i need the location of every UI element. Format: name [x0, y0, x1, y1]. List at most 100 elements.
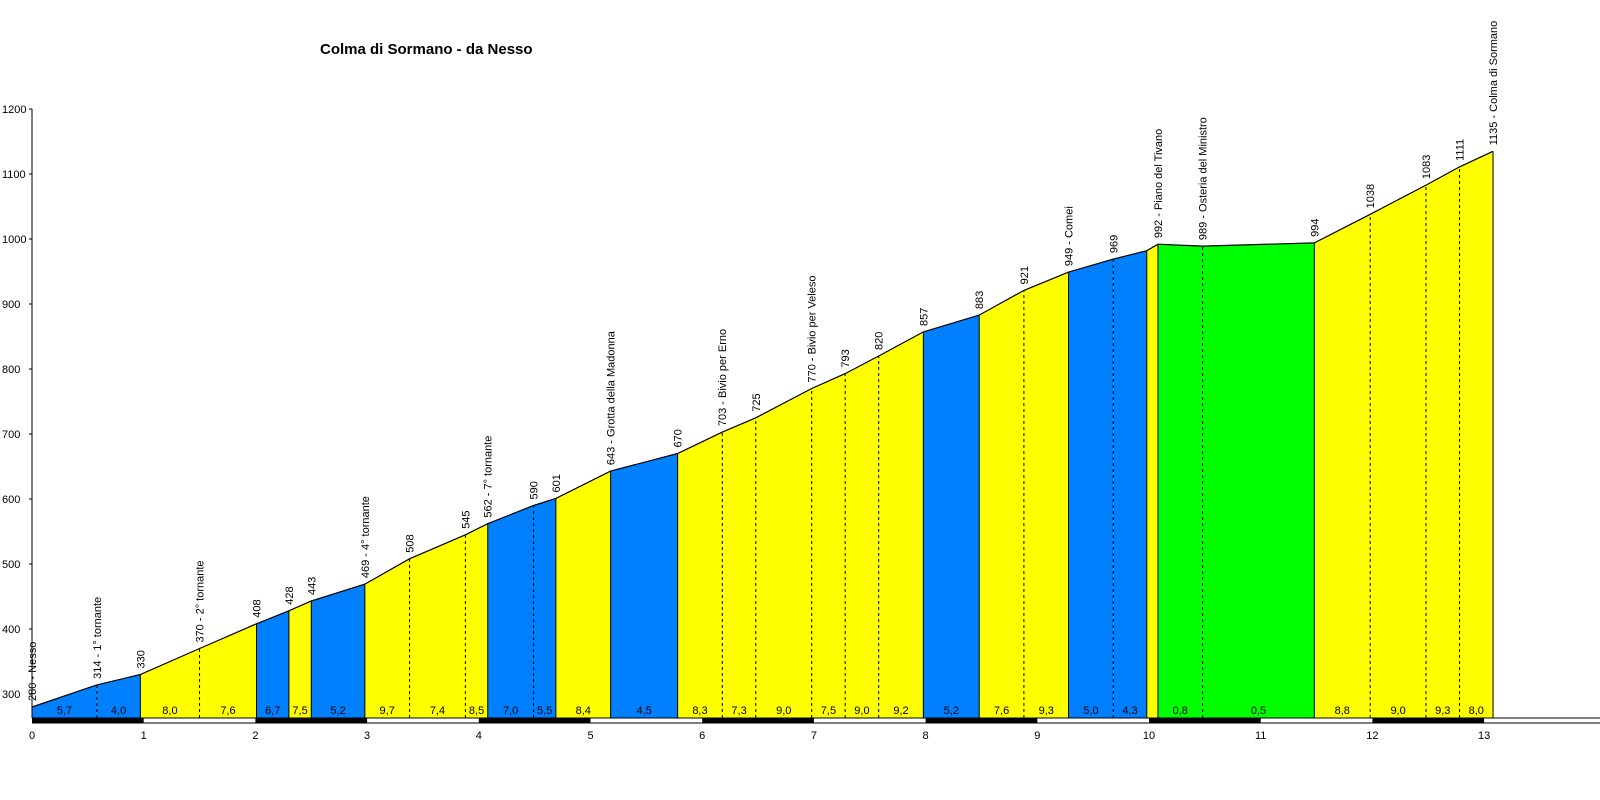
point-label-24: 969: [1108, 235, 1120, 253]
segment-fill-26: [1157, 244, 1203, 718]
segment-fill-14: [677, 432, 723, 718]
scale-block: [1093, 718, 1150, 723]
point-label-25: 992 - Piano del Tivano: [1153, 129, 1165, 238]
x-tick-label: 9: [1034, 730, 1040, 742]
grade-label-5: 7,5: [292, 705, 307, 717]
point-label-11: 590: [529, 481, 541, 499]
point-label-4: 408: [252, 599, 264, 617]
x-tick-label: 12: [1366, 730, 1378, 742]
grade-label-17: 7,5: [821, 705, 836, 717]
segment-fill-27: [1202, 242, 1315, 718]
point-label-8: 508: [405, 534, 417, 552]
segment-fill-5: [288, 601, 312, 718]
y-tick-label: 700: [2, 429, 20, 441]
point-label-30: 1111: [1454, 139, 1466, 161]
scale-block: [478, 718, 536, 723]
scale-block: [534, 718, 591, 723]
scale-block: [1539, 718, 1597, 723]
grade-label-18: 9,0: [854, 705, 869, 717]
point-label-10: 562 - 7° tornante: [483, 436, 495, 518]
segment-fill-22: [1023, 272, 1069, 718]
segment-fill-25: [1146, 244, 1158, 718]
segment-grade-labels: 5,7 4,0 8,0 7,6 6,7 7,5 5,2 9,7 7,4 8,5 7,0 5,5 8,4 4…: [57, 705, 1484, 717]
x-tick-label: 2: [252, 730, 258, 742]
profile-outline: [31, 150, 1494, 718]
segment-fill-2: [140, 648, 200, 718]
scale-block: [422, 718, 480, 723]
point-label-9: 545: [460, 510, 472, 528]
scale-block: [925, 718, 982, 723]
scale-block: [32, 718, 89, 723]
segment-fill-31: [1459, 151, 1493, 719]
scale-block: [367, 718, 424, 723]
y-tick-label: 1000: [2, 234, 26, 246]
point-label-14: 670: [673, 429, 685, 447]
segment-fill-6: [311, 584, 365, 718]
segment-fill-10: [487, 505, 534, 718]
km-scale-bar: [32, 717, 1600, 724]
segment-fill-19: [878, 331, 924, 718]
segment-fill-8: [409, 534, 466, 718]
point-label-2: 330: [135, 650, 147, 668]
scale-block: [981, 718, 1038, 723]
segment-fill-29: [1370, 185, 1426, 719]
scale-block: [1484, 718, 1541, 723]
scale-block: [590, 718, 647, 723]
scale-block: [199, 718, 256, 723]
scale-block: [87, 718, 145, 723]
grade-label-24: 4,3: [1122, 705, 1137, 717]
point-label-26: 989 - Osteria del Ministro: [1198, 117, 1210, 240]
point-label-21: 883: [974, 291, 986, 309]
grade-label-12: 8,4: [576, 705, 591, 717]
grade-label-3: 7,6: [220, 705, 235, 717]
grade-label-13: 4,5: [636, 705, 651, 717]
point-label-16: 725: [751, 393, 763, 411]
point-label-28: 1038: [1365, 184, 1377, 208]
y-tick-label: 1100: [2, 169, 26, 181]
point-label-23: 949 - Comei: [1064, 206, 1076, 266]
segment-fill-16: [755, 388, 812, 718]
grade-label-8: 7,4: [430, 705, 445, 717]
point-label-19: 820: [874, 332, 886, 350]
scale-block: [311, 718, 368, 723]
segment-fill-4: [256, 610, 289, 718]
grade-label-9: 8,5: [469, 705, 484, 717]
point-label-17: 770 - Bivio per Veleso: [807, 276, 819, 383]
point-label-22: 921: [1019, 266, 1031, 284]
grade-label-31: 8,0: [1469, 705, 1484, 717]
grade-label-2: 8,0: [162, 705, 177, 717]
segment-fill-30: [1426, 166, 1460, 718]
x-tick-label: 5: [587, 730, 593, 742]
x-tick-label: 10: [1143, 730, 1155, 742]
point-label-7: 469 - 4° tornante: [360, 496, 372, 578]
x-tick-label: 8: [923, 730, 929, 742]
segment-fill-0: [32, 684, 97, 718]
profile-line: [31, 150, 1494, 708]
point-label-6: 443: [306, 577, 318, 595]
scale-block: [813, 718, 871, 723]
chart-title: Colma di Sormano - da Nesso: [320, 41, 533, 58]
scale-block: [1316, 718, 1373, 723]
x-tick-label: 1: [141, 730, 147, 742]
segment-fill-3: [199, 623, 257, 718]
point-label-27: 994: [1309, 219, 1321, 237]
segment-fill-12: [555, 471, 611, 718]
y-tick-label: 900: [2, 299, 20, 311]
point-label-29: 1083: [1421, 155, 1433, 179]
scale-block: [758, 718, 815, 723]
point-label-5: 428: [284, 586, 296, 604]
scale-block: [255, 718, 312, 723]
point-label-15: 703 - Bivio per Erno: [717, 329, 729, 426]
y-tick-label: 600: [2, 494, 20, 506]
segment-fill-1: [96, 674, 141, 718]
scale-block: [1260, 718, 1318, 723]
point-label-12: 601: [551, 474, 563, 492]
grade-label-0: 5,7: [57, 705, 72, 717]
x-tick-label: 7: [811, 730, 817, 742]
scale-block: [143, 718, 201, 723]
scale-block: [1149, 718, 1206, 723]
segment-fill-23: [1068, 259, 1114, 718]
segment-fill-24: [1113, 250, 1147, 718]
segment-fill-7: [364, 558, 410, 718]
